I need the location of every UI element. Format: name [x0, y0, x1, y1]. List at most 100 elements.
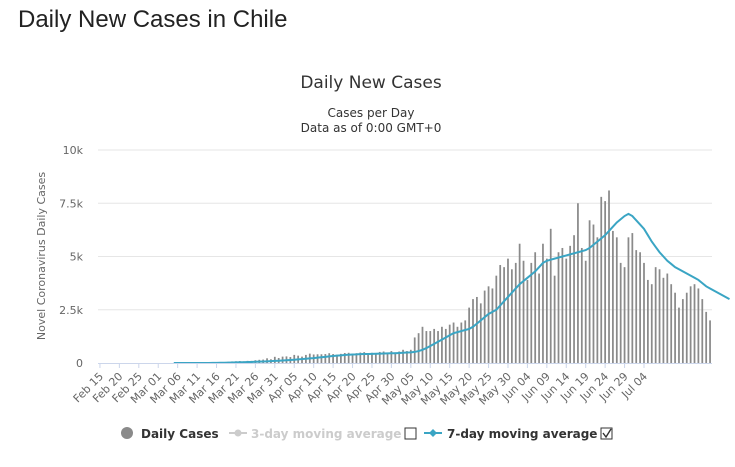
daily-cases-bar: [619, 262, 622, 363]
daily-cases-bar: [378, 351, 381, 363]
daily-cases-bar: [542, 243, 544, 363]
daily-cases-bar: [472, 299, 474, 363]
daily-cases-bar: [390, 351, 393, 363]
page-heading: Daily New Cases in Chile: [18, 6, 288, 33]
y-tick-label: 2.5k: [59, 304, 83, 317]
legend-item-7-day-average[interactable]: 7-day moving average: [424, 427, 597, 441]
daily-cases-bar: [612, 230, 614, 363]
daily-cases-bar: [460, 322, 463, 363]
daily-cases-bar: [650, 284, 653, 363]
daily-cases-bar: [518, 243, 521, 363]
daily-cases-bar: [468, 307, 470, 363]
legend-label-daily-cases: Daily Cases: [141, 427, 219, 441]
daily-cases-bar: [662, 277, 665, 363]
legend-item-3-day-average[interactable]: 3-day moving average: [229, 427, 401, 441]
check-icon: [602, 428, 612, 439]
daily-cases-bar: [538, 273, 540, 363]
daily-cases-bar: [417, 333, 420, 363]
legend-label-7-day-average: 7-day moving average: [447, 427, 597, 441]
daily-cases-bar: [681, 299, 684, 363]
daily-cases-bar: [631, 233, 634, 363]
daily-cases-bar: [569, 245, 572, 363]
daily-cases-bar: [503, 267, 505, 363]
daily-cases-bar: [507, 258, 509, 363]
daily-cases-bar: [406, 351, 408, 363]
daily-cases-bar: [705, 311, 708, 363]
moving-average-7-day: [173, 212, 730, 364]
daily-cases-bar: [398, 351, 401, 363]
legend-label-3-day-average: 3-day moving average: [251, 427, 401, 441]
daily-cases-bar: [386, 353, 389, 363]
daily-cases-bar: [491, 288, 494, 363]
7-day-average-checkbox[interactable]: [600, 427, 613, 440]
daily-cases-bar: [670, 284, 673, 363]
daily-cases-bar: [561, 247, 564, 363]
daily-cases-bar: [433, 328, 436, 363]
daily-cases-bar: [374, 352, 377, 363]
daily-cases-bar: [382, 351, 385, 363]
daily-cases-bar: [666, 273, 669, 363]
daily-cases-bar: [328, 353, 331, 363]
daily-cases-bar: [413, 337, 416, 363]
chart-subtitle-line-2: Data as of 0:00 GMT+0: [301, 121, 442, 135]
daily-cases-bar: [499, 265, 502, 363]
daily-cases-bar: [456, 326, 459, 363]
daily-cases-bar: [701, 299, 704, 363]
daily-cases-bar: [697, 288, 700, 363]
daily-cases-bar: [623, 267, 626, 363]
daily-cases-bar: [596, 237, 599, 363]
daily-cases-bar: [371, 352, 373, 363]
daily-cases-bar: [514, 262, 517, 363]
3-day-average-checkbox[interactable]: [404, 427, 417, 440]
y-axis-ticks: 0 2.5k 5k 7.5k 10k: [59, 144, 83, 370]
daily-cases-bar: [510, 269, 513, 363]
daily-cases-bar: [452, 322, 455, 363]
daily-cases-bar: [363, 352, 366, 363]
daily-cases-bar: [437, 331, 439, 363]
y-tick-label: 7.5k: [59, 197, 83, 210]
daily-cases-bar: [693, 284, 696, 363]
daily-cases-legend-marker: [121, 427, 133, 439]
daily-cases-bar: [600, 196, 603, 363]
daily-cases-bar: [394, 352, 397, 363]
moving-average-7-day-line: [173, 212, 730, 364]
daily-cases-bar: [639, 252, 641, 363]
daily-cases-bar: [658, 269, 661, 363]
y-tick-label: 5k: [70, 251, 84, 264]
daily-cases-bar: [678, 307, 680, 363]
daily-cases-bar: [479, 303, 482, 363]
daily-cases-bar: [635, 250, 638, 363]
daily-cases-bar: [685, 292, 688, 363]
daily-cases-bar: [608, 190, 610, 363]
daily-cases-bar: [604, 201, 607, 363]
daily-cases-bar: [549, 228, 552, 363]
daily-cases-bar: [347, 352, 350, 363]
daily-cases-bar: [689, 286, 692, 363]
daily-cases-bar: [402, 349, 404, 363]
daily-cases-bar: [534, 252, 537, 363]
daily-cases-bar: [709, 320, 711, 363]
daily-cases-bar: [476, 296, 478, 363]
daily-cases-bar: [580, 247, 583, 363]
daily-cases-bar: [592, 224, 595, 363]
daily-cases-bar: [565, 258, 568, 363]
daily-cases-bar: [588, 220, 591, 363]
daily-cases-bar: [441, 326, 443, 363]
legend-item-daily-cases[interactable]: Daily Cases: [121, 427, 219, 441]
chart-title: Daily New Cases: [300, 73, 442, 93]
daily-cases-bar: [545, 258, 548, 363]
daily-cases-bar: [573, 235, 575, 363]
daily-cases-bar: [355, 353, 358, 363]
daily-cases-bar: [359, 352, 362, 363]
daily-cases-bar: [487, 286, 490, 363]
daily-cases-bar: [351, 353, 354, 363]
daily-cases-bar: [421, 326, 424, 363]
daily-cases-bar: [553, 275, 556, 363]
daily-cases-bar: [654, 267, 657, 363]
daily-cases-bar: [448, 324, 451, 363]
y-tick-label: 0: [76, 357, 83, 370]
chart-subtitle-line-1: Cases per Day: [328, 106, 415, 120]
checkbox-box: [600, 427, 613, 440]
